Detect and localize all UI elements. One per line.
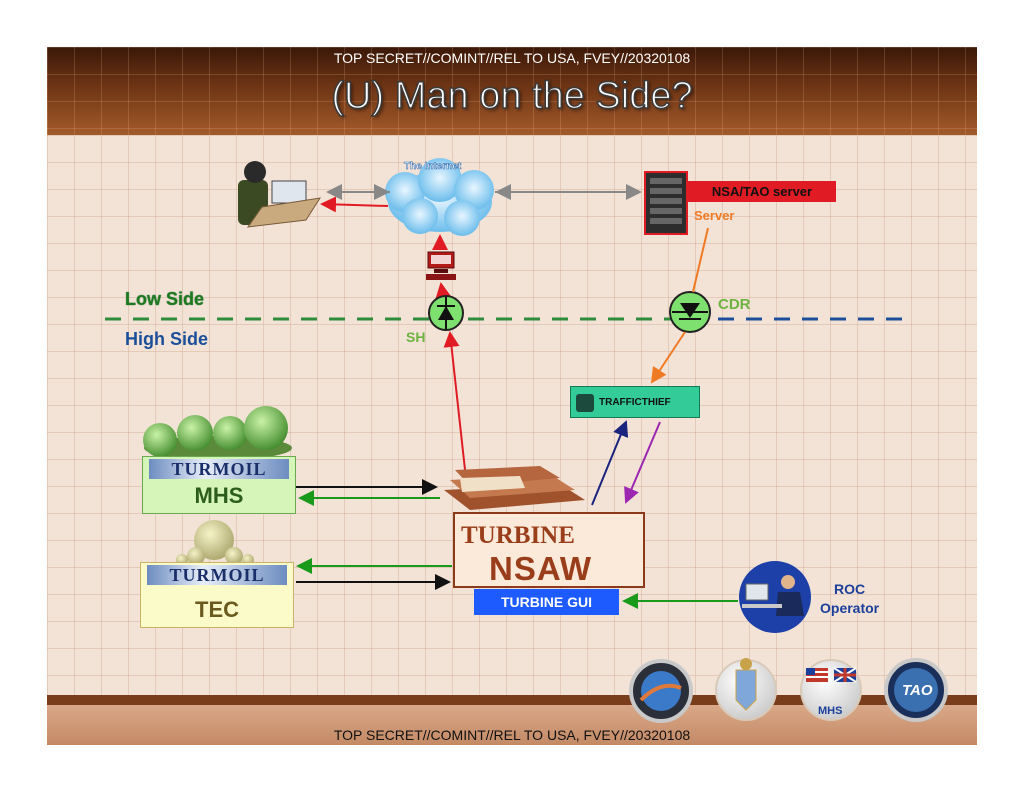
- slide: TOP SECRET//COMINT//REL TO USA, FVEY//20…: [47, 47, 977, 745]
- user-laptop-icon: [238, 161, 322, 228]
- seal-icon-crest: [715, 658, 777, 721]
- mhs-blob-icon: [143, 406, 292, 460]
- page-title: (U) Man on the Side?: [331, 74, 694, 118]
- diode-icon-cdr: [669, 291, 711, 333]
- high-side-label: High Side: [125, 329, 209, 349]
- nsaw-label: NSAW: [489, 550, 592, 587]
- seal-tao-label: TAO: [902, 682, 933, 699]
- arrow-server-to-cdr: [692, 227, 709, 293]
- seal-icon-mhs: [800, 659, 862, 721]
- tec-label: TEC: [195, 597, 239, 622]
- roc-label-line2: Operator: [820, 600, 880, 616]
- turbine-nsaw-box: TURBINE NSAW: [453, 512, 645, 588]
- internet-cloud-icon: [385, 158, 494, 236]
- cdr-label: CDR: [718, 296, 751, 313]
- roc-label-line1: ROC: [834, 581, 866, 597]
- server-rack-icon: [644, 171, 688, 235]
- arrow-turbine-to-trafficthief: [591, 420, 629, 506]
- arrow-sh-to-computer: [435, 282, 452, 300]
- arrow-cdr-to-trafficthief: [650, 331, 686, 384]
- trafficthief-icon: [576, 394, 594, 412]
- turbine-label: TURBINE: [461, 522, 575, 549]
- diode-icon-sh: [428, 295, 464, 331]
- roc-operator-label: ROC Operator: [820, 580, 879, 618]
- trafficthief-label: TRAFFICTHIEF: [599, 397, 671, 408]
- turmoil-tec-banner: TURMOIL: [147, 565, 287, 585]
- tec-blob-icon: [176, 520, 254, 566]
- server-label: Server: [694, 208, 735, 223]
- mhs-box: TURMOIL MHS: [142, 456, 296, 514]
- seal-icon-nsa: [629, 659, 693, 723]
- trafficthief-box: TRAFFICTHIEF: [570, 386, 700, 418]
- internet-label: The Internet: [404, 161, 462, 173]
- sh-label: SH: [406, 329, 426, 345]
- footer-divider: [47, 695, 977, 705]
- turbine-gui-box: TURBINE GUI: [474, 589, 619, 615]
- arrow-turbine-to-sh: [443, 331, 468, 489]
- tec-box: TURMOIL TEC: [140, 562, 294, 628]
- header-bar: [47, 47, 977, 135]
- low-side-label: Low Side: [125, 289, 205, 309]
- seal-icon-tao: [884, 658, 948, 722]
- arrow-cloud-to-user: [320, 196, 389, 213]
- document-stack-icon: [444, 466, 585, 510]
- classification-bottom: TOP SECRET//COMINT//REL TO USA, FVEY//20…: [333, 727, 691, 743]
- nsa-tao-server-label: NSA/TAO server: [688, 181, 836, 202]
- mhs-label: MHS: [194, 483, 244, 508]
- seal-mhs-label: MHS: [818, 705, 843, 717]
- arrow-trafficthief-to-turbine: [624, 421, 661, 504]
- turmoil-mhs-banner: TURMOIL: [149, 459, 289, 479]
- computer-icon: [426, 251, 456, 280]
- operator-icon: [739, 561, 811, 633]
- classification-top: TOP SECRET//COMINT//REL TO USA, FVEY//20…: [333, 50, 691, 66]
